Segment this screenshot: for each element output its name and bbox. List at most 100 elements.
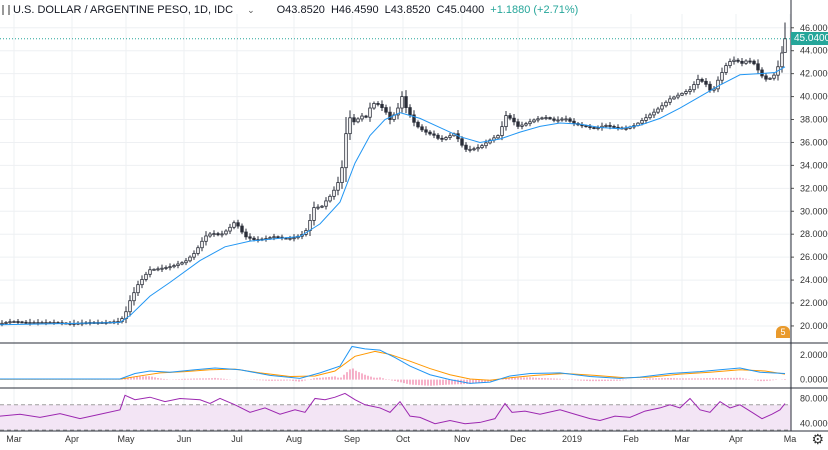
macd-pane[interactable] [0, 345, 786, 386]
candle-body [552, 118, 556, 121]
candle-body [460, 138, 464, 146]
candle-body [324, 200, 328, 207]
x-tick-label: Mar [674, 434, 690, 444]
candle-body [428, 131, 432, 135]
macd-signal-line [0, 350, 786, 381]
candle-body [704, 80, 708, 85]
candle-body [248, 236, 252, 239]
candle-body [488, 139, 492, 144]
macd-line [0, 345, 786, 384]
candle-body [724, 65, 728, 73]
candle-body [716, 79, 720, 90]
macd-tick-label: 2.0000 [800, 350, 828, 360]
candle-body [348, 117, 352, 135]
rsi-pane[interactable] [0, 392, 791, 431]
candle-body [144, 273, 148, 280]
candle-body [384, 107, 388, 113]
symbol-header[interactable]: U.S. DOLLAR / ARGENTINE PESO, 1D, IDC ⌄ … [2, 2, 578, 18]
x-tick-label: Mar [6, 434, 22, 444]
price-tick-label: 22.0000 [800, 298, 828, 308]
candle-body [336, 182, 340, 191]
candle-body [176, 263, 180, 266]
candle-body [476, 147, 480, 150]
candle-body [652, 111, 656, 116]
candle-body [764, 75, 768, 80]
candle-body [676, 94, 680, 98]
x-tick-label: Feb [623, 434, 639, 444]
drag-handle-icon[interactable] [2, 5, 10, 15]
candle-body [224, 230, 228, 235]
candle-body [240, 225, 244, 233]
candle-body [592, 127, 596, 129]
candle-body [528, 121, 532, 125]
candle-body [140, 279, 144, 286]
candle-body [204, 235, 208, 242]
earnings-badge[interactable]: 5 [776, 326, 790, 338]
candle-body [352, 117, 356, 123]
candle-body [468, 148, 472, 151]
candle-body [644, 117, 648, 121]
candle-body [128, 300, 132, 313]
price-tick-label: 34.0000 [800, 160, 828, 170]
candle-body [688, 89, 692, 92]
candle-body [168, 266, 172, 269]
x-tick-label: Jul [231, 434, 243, 444]
candle-body [332, 189, 336, 197]
x-tick-label: Sep [344, 434, 360, 444]
high-value: H46.4590 [330, 4, 379, 16]
x-tick-label: Nov [454, 434, 471, 444]
candle-body [480, 145, 484, 149]
candle-body [568, 118, 572, 122]
candle-body [40, 322, 44, 324]
candle-body [316, 206, 320, 209]
grid-lines [0, 14, 791, 430]
candle-body [408, 107, 412, 116]
candle-body [752, 60, 756, 65]
candle-body [164, 267, 168, 269]
candle-body [536, 118, 540, 121]
candle-body [172, 265, 176, 268]
candle-body [604, 125, 608, 127]
candle-body [188, 256, 192, 262]
candle-body [424, 129, 428, 133]
close-value: C45.0400 [436, 4, 485, 16]
x-tick-label: Jun [177, 434, 192, 444]
candle-body [388, 111, 392, 120]
price-tick-label: 46.0000 [800, 23, 828, 33]
candle-body [500, 126, 504, 136]
candle-body [768, 77, 772, 80]
candle-body [464, 144, 468, 150]
candle-body [308, 220, 312, 231]
candle-body [744, 60, 748, 64]
candle-body [180, 262, 184, 265]
change-value: +1.1880 (+2.71%) [490, 4, 579, 16]
low-value: L43.8520 [384, 4, 431, 16]
candle-body [20, 321, 24, 324]
candle-body [380, 103, 384, 108]
candle-body [292, 237, 296, 240]
symbol-title[interactable]: U.S. DOLLAR / ARGENTINE PESO, 1D, IDC [13, 4, 234, 16]
candle-body [220, 233, 224, 236]
candle-body [748, 60, 752, 63]
candle-body [192, 253, 196, 258]
x-tick-label: 2019 [562, 434, 582, 444]
candle-body [208, 233, 212, 237]
chevron-down-icon[interactable]: ⌄ [247, 4, 255, 15]
rsi-line [0, 392, 786, 425]
candle-body [588, 126, 592, 129]
gear-icon[interactable]: ⚙ [811, 431, 824, 447]
x-tick-label: Dec [510, 434, 527, 444]
candle-body [572, 120, 576, 124]
price-pane[interactable] [0, 22, 791, 327]
candle-body [12, 321, 16, 323]
candle-body [772, 74, 776, 79]
candle-body [24, 321, 28, 324]
candle-body [356, 118, 360, 123]
candle-body [548, 117, 552, 120]
candle-body [516, 121, 520, 127]
candle-body [184, 260, 188, 264]
candle-body [4, 322, 8, 324]
candle-body [328, 195, 332, 202]
price-tick-label: 32.0000 [800, 183, 828, 193]
